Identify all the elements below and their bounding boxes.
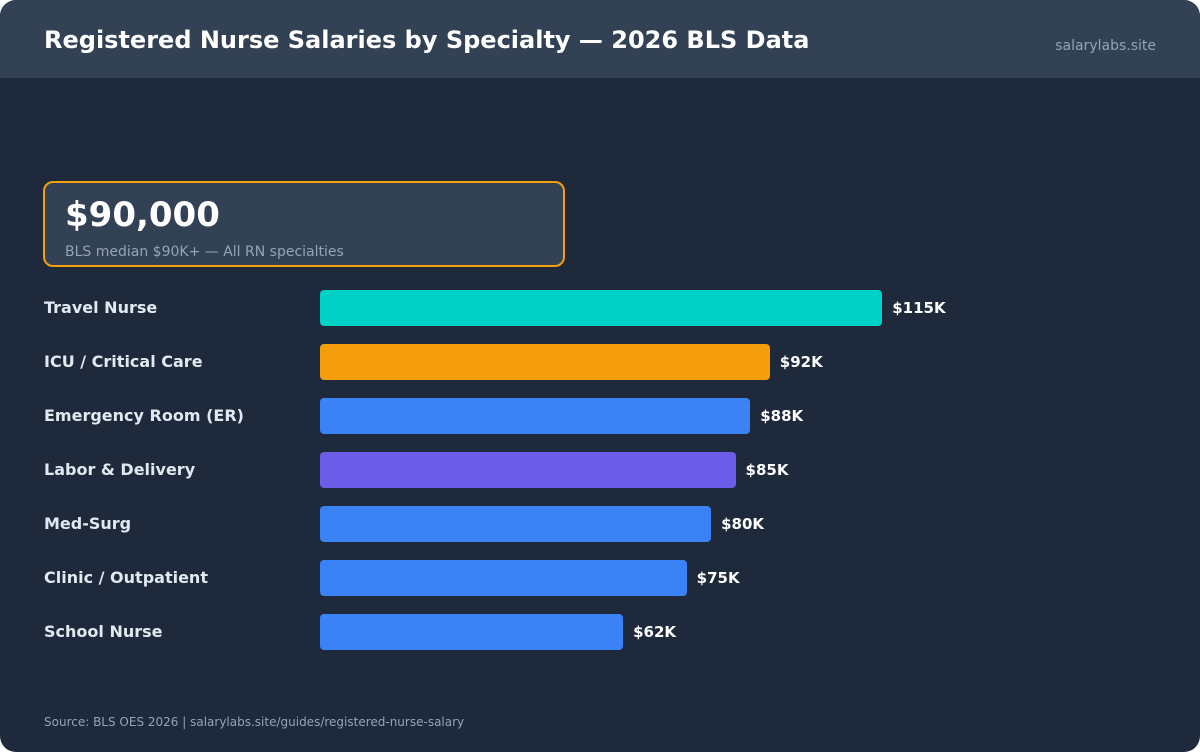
bar (320, 506, 712, 542)
header-bar: Registered Nurse Salaries by Specialty —… (0, 0, 1200, 78)
bar-category-label: Emergency Room (ER) (44, 406, 244, 425)
median-value: $90,000 (65, 195, 220, 235)
bar-category-label: Labor & Delivery (44, 460, 196, 479)
bar-value-label: $88K (760, 407, 804, 425)
bar (320, 344, 770, 380)
bar-value-label: $85K (745, 461, 789, 479)
bar (320, 290, 883, 326)
bar (320, 398, 751, 434)
bar (320, 452, 736, 488)
median-callout: $90,000 BLS median $90K+ — All RN specia… (43, 181, 565, 267)
chart-title: Registered Nurse Salaries by Specialty —… (44, 26, 810, 54)
bar-category-label: Med-Surg (44, 514, 132, 533)
bar-category-label: School Nurse (44, 622, 163, 641)
bar-value-label: $80K (721, 515, 765, 533)
bar-value-label: $75K (696, 569, 740, 587)
bar-value-label: $62K (633, 623, 677, 641)
bar-value-label: $115K (892, 299, 946, 317)
bar-value-label: $92K (779, 353, 823, 371)
site-name[interactable]: salarylabs.site (1055, 38, 1156, 54)
median-subtitle: BLS median $90K+ — All RN specialties (65, 244, 344, 260)
bar-category-label: Clinic / Outpatient (44, 568, 208, 587)
source-note: Source: BLS OES 2026 | salarylabs.site/g… (44, 715, 465, 729)
bar-category-label: Travel Nurse (44, 298, 158, 317)
bar (320, 560, 687, 596)
bar-category-label: ICU / Critical Care (44, 352, 203, 371)
bar (320, 614, 624, 650)
